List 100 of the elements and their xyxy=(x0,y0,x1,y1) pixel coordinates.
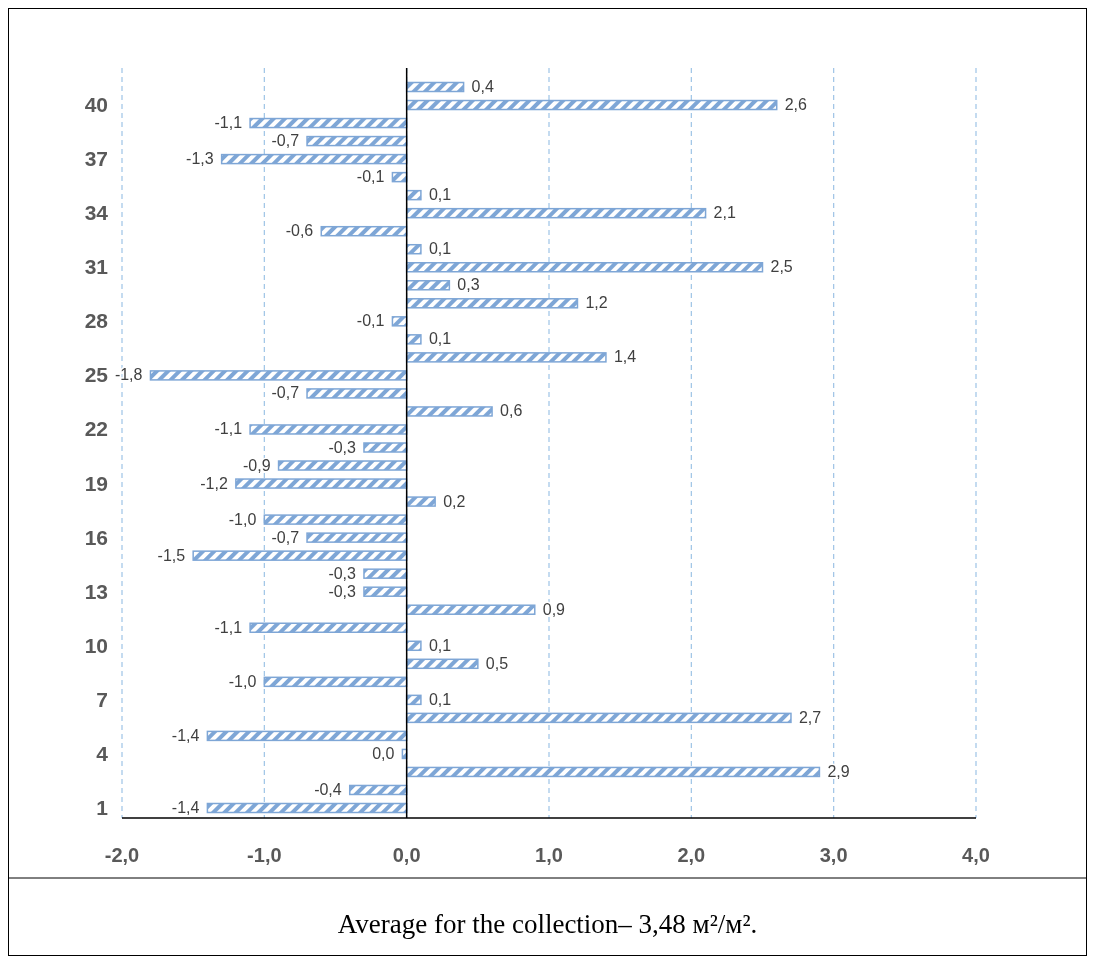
bar xyxy=(363,442,408,453)
x-tick-label: -1,0 xyxy=(247,844,282,866)
bar xyxy=(405,262,764,273)
bar xyxy=(149,370,408,381)
data-label: -0,7 xyxy=(271,528,300,546)
bar xyxy=(192,550,408,561)
data-label: -1,0 xyxy=(228,672,257,690)
data-label: -0,3 xyxy=(328,564,357,582)
data-label: -0,1 xyxy=(356,312,385,330)
x-tick-label: 3,0 xyxy=(819,844,848,866)
bar xyxy=(405,280,451,291)
data-label: 0,5 xyxy=(485,654,509,672)
bar xyxy=(405,712,792,724)
data-label: -1,3 xyxy=(186,150,214,168)
bar xyxy=(405,352,607,363)
bar xyxy=(306,388,408,399)
y-tick-label: 16 xyxy=(84,525,108,549)
bar xyxy=(263,514,408,525)
bar xyxy=(363,568,408,579)
data-label: -1,4 xyxy=(171,799,200,816)
y-tick-label: 1 xyxy=(96,796,109,819)
y-tick-label: 10 xyxy=(84,633,108,657)
x-tick-label: 0,0 xyxy=(392,844,421,866)
y-tick-label: 34 xyxy=(84,201,109,225)
data-label: -1,1 xyxy=(214,114,243,132)
data-label: -1,8 xyxy=(114,366,143,384)
data-label: -1,1 xyxy=(214,420,243,438)
text: Average for the collection– 3,48 м²/м². xyxy=(337,909,758,939)
data-label: -0,7 xyxy=(271,132,300,150)
bar xyxy=(405,604,536,615)
bar xyxy=(405,406,493,417)
bar xyxy=(235,478,408,489)
y-tick-label: 7 xyxy=(96,687,108,711)
data-label: 0,3 xyxy=(457,276,480,294)
data-label: -0,7 xyxy=(271,384,300,402)
x-tick-label: 2,0 xyxy=(677,844,706,866)
data-label: -0,1 xyxy=(356,168,385,186)
bar xyxy=(405,658,479,670)
data-label: 0,1 xyxy=(428,186,452,204)
data-label: -0,4 xyxy=(314,780,342,798)
bar xyxy=(405,298,579,309)
bar xyxy=(306,135,408,147)
data-label: 0,2 xyxy=(443,492,466,510)
data-label: 2,6 xyxy=(784,96,808,114)
data-label: 1,4 xyxy=(613,348,637,366)
data-label: 2,9 xyxy=(827,762,850,780)
bar xyxy=(405,99,778,111)
bar xyxy=(306,532,408,543)
y-tick-label: 19 xyxy=(84,471,108,495)
data-label: 1,2 xyxy=(585,294,608,312)
bar xyxy=(249,117,408,129)
x-tick-label: -2,0 xyxy=(104,844,140,866)
data-label: 0,9 xyxy=(542,600,566,618)
data-label: -1,5 xyxy=(157,546,186,564)
data-label: 0,4 xyxy=(471,78,494,95)
bar xyxy=(405,496,436,507)
bar xyxy=(405,207,707,219)
bar xyxy=(405,81,465,93)
bar xyxy=(320,225,408,237)
bar xyxy=(277,460,408,471)
x-tick-label: 1,0 xyxy=(535,844,563,866)
y-tick-label: 40 xyxy=(84,93,108,117)
data-label: 0,1 xyxy=(428,636,452,654)
bar xyxy=(405,640,422,652)
bar xyxy=(391,316,408,327)
data-label: 0,1 xyxy=(428,690,452,708)
bar xyxy=(249,424,408,435)
bar xyxy=(206,802,408,814)
bar xyxy=(405,766,821,778)
bar xyxy=(206,730,408,742)
bar xyxy=(348,784,408,796)
data-label: -1,1 xyxy=(214,618,243,636)
data-label: -0,3 xyxy=(328,582,357,600)
data-label: -1,4 xyxy=(171,726,200,744)
data-label: 0,1 xyxy=(428,240,452,258)
y-tick-label: 28 xyxy=(84,309,109,333)
x-tick-label: 4,0 xyxy=(962,844,990,866)
data-label: 0,0 xyxy=(372,744,395,762)
y-tick-label: 13 xyxy=(84,579,108,603)
data-label: 2,7 xyxy=(798,708,822,726)
bar xyxy=(263,676,408,688)
data-label: -0,3 xyxy=(328,438,357,456)
y-tick-label: 31 xyxy=(84,255,109,279)
data-label: 2,1 xyxy=(713,204,736,222)
bar xyxy=(363,586,408,597)
bar xyxy=(405,243,422,255)
bar xyxy=(405,334,422,345)
data-label: -0,9 xyxy=(242,456,271,474)
bar xyxy=(405,189,422,201)
bar xyxy=(249,622,408,633)
data-label: -1,2 xyxy=(200,474,228,492)
data-label: 2,5 xyxy=(770,258,793,276)
bar xyxy=(220,153,408,165)
y-tick-label: 37 xyxy=(84,147,108,171)
y-tick-label: 22 xyxy=(84,417,108,441)
y-tick-label: 25 xyxy=(84,363,109,387)
bar xyxy=(405,694,422,706)
data-label: 0,6 xyxy=(500,402,523,420)
y-tick-label: 4 xyxy=(96,741,109,765)
data-label: -0,6 xyxy=(285,222,314,240)
